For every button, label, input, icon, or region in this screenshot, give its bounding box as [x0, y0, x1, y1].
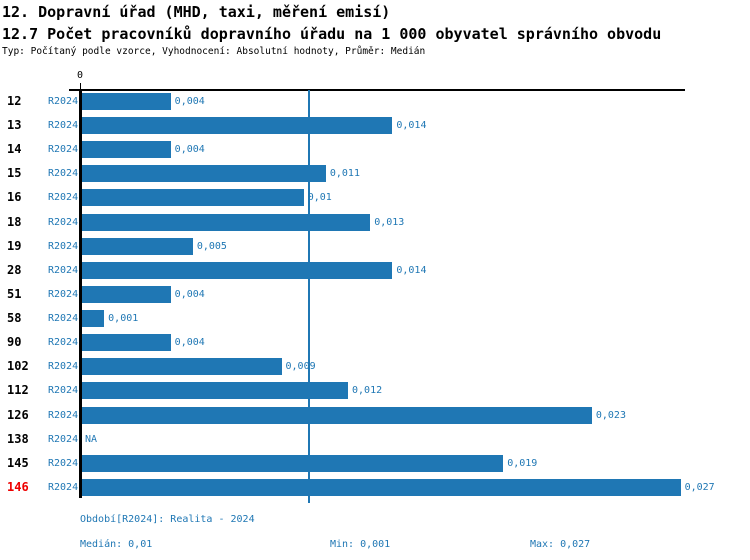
bar	[82, 334, 171, 352]
bar	[82, 189, 304, 207]
row-period-label: R2024	[48, 457, 79, 469]
row-period-label: R2024	[48, 409, 79, 421]
bar	[82, 141, 171, 159]
bar	[82, 406, 592, 424]
footer-period-legend: Období[R2024]: Realita - 2024	[80, 514, 255, 525]
bar	[82, 237, 193, 255]
row-period-label: R2024	[48, 481, 79, 493]
row-period-label: R2024	[48, 385, 79, 397]
bar-value-label: 0,004	[174, 96, 205, 107]
row-period-label: R2024	[48, 144, 79, 156]
row-category-label: 51	[7, 286, 22, 301]
row-period-label: R2024	[48, 361, 79, 373]
row-period-label: R2024	[48, 96, 79, 107]
bar-value-label: 0,019	[507, 457, 538, 469]
bar	[82, 213, 371, 231]
bar	[82, 454, 504, 472]
bar-value-label: 0,011	[329, 168, 360, 180]
row-period-label: R2024	[48, 192, 79, 204]
median-reference-line	[308, 90, 310, 503]
row-category-label: 126	[7, 407, 29, 422]
row-period-label: R2024	[48, 313, 79, 325]
row-period-label: R2024	[48, 264, 79, 276]
bar-value-label: 0,027	[684, 481, 715, 493]
bar	[82, 285, 171, 303]
row-category-label: 12	[7, 94, 22, 108]
bar-value-label: 0,005	[196, 240, 227, 252]
x-axis-line	[69, 89, 685, 91]
bar-value-label: NA	[85, 433, 98, 445]
bar-value-label: 0,01	[307, 192, 332, 204]
row-category-label: 146	[7, 479, 29, 494]
bar-value-label: 0,004	[174, 144, 205, 156]
row-category-label: 145	[7, 455, 29, 470]
row-category-label: 112	[7, 383, 29, 398]
bar-value-label: 0,014	[396, 120, 427, 132]
bar-value-label: 0,013	[374, 216, 405, 228]
bar	[82, 165, 326, 183]
row-category-label: 28	[7, 262, 22, 277]
bar	[82, 117, 393, 135]
footer-max-stat: Max: 0,027	[530, 539, 591, 550]
row-period-label: R2024	[48, 433, 79, 445]
row-period-label: R2024	[48, 337, 79, 349]
y-axis-line	[79, 89, 82, 498]
row-period-label: R2024	[48, 120, 79, 132]
chart-title-line2: 12.7 Počet pracovníků dopravního úřadu n…	[2, 25, 662, 43]
bar-value-label: 0,014	[396, 264, 427, 276]
x-axis-zero-tick-label: 0	[76, 70, 84, 81]
row-period-label: R2024	[48, 216, 79, 228]
row-period-label: R2024	[48, 240, 79, 252]
bar	[82, 310, 105, 328]
bar	[82, 478, 681, 496]
x-axis-zero-tick	[80, 83, 81, 89]
row-category-label: 14	[7, 142, 22, 157]
bar-value-label: 0,009	[285, 361, 316, 373]
row-category-label: 16	[7, 190, 22, 205]
bar-value-label: 0,004	[174, 288, 205, 300]
row-category-label: 18	[7, 214, 22, 229]
bar-value-label: 0,023	[595, 409, 626, 421]
bar	[82, 358, 282, 376]
row-category-label: 19	[7, 238, 22, 253]
chart-title-line1: 12. Dopravní úřad (MHD, taxi, měření emi…	[2, 3, 391, 21]
row-category-label: 102	[7, 359, 29, 374]
row-category-label: 138	[7, 431, 29, 446]
row-category-label: 13	[7, 118, 22, 133]
row-period-label: R2024	[48, 288, 79, 300]
footer-median-stat: Medián: 0,01	[80, 539, 153, 550]
row-category-label: 15	[7, 166, 22, 181]
bar	[82, 382, 349, 400]
bar-value-label: 0,012	[352, 385, 383, 397]
chart-subtitle: Typ: Počítaný podle vzorce, Vyhodnocení:…	[2, 46, 426, 57]
row-period-label: R2024	[48, 168, 79, 180]
bar-value-label: 0,004	[174, 337, 205, 349]
row-category-label: 58	[7, 311, 22, 326]
bar	[82, 93, 171, 110]
row-category-label: 90	[7, 335, 22, 350]
bar	[82, 261, 393, 279]
footer-min-stat: Min: 0,001	[330, 539, 391, 550]
bar-value-label: 0,001	[108, 313, 139, 325]
